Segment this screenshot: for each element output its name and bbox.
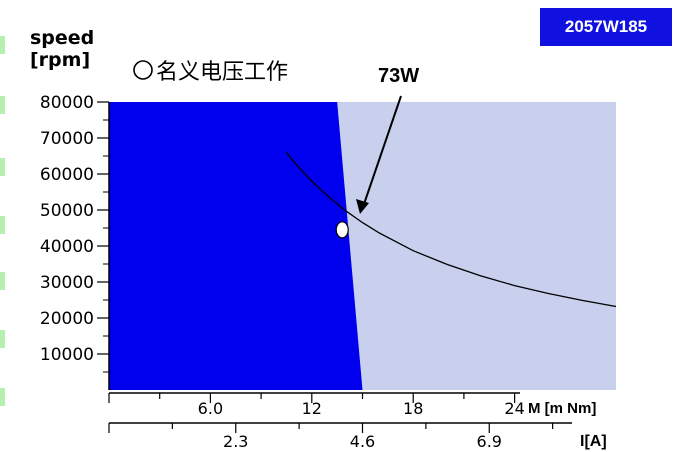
y-tick-label: 50000 xyxy=(40,201,94,221)
current-axis-label: I[A] xyxy=(580,433,607,450)
side-marker xyxy=(0,330,5,348)
y-axis-label-line1: speed xyxy=(30,27,94,49)
current-tick-label: 2.3 xyxy=(223,432,248,451)
y-tick-label: 20000 xyxy=(40,309,94,329)
power-annotation-label: 73W xyxy=(378,65,419,87)
side-marker xyxy=(0,388,5,406)
side-marker xyxy=(0,158,5,176)
y-tick-label: 10000 xyxy=(40,345,94,365)
power-annotation-arrow xyxy=(362,95,402,208)
side-marker xyxy=(0,96,5,114)
y-axis-label-line2: [rpm] xyxy=(30,49,90,71)
arrow-head-icon xyxy=(356,199,369,214)
operating-point-marker xyxy=(335,221,349,239)
axes-group: 10000 20000 30000 40000 50000 60000 70000 80000… xyxy=(40,93,607,451)
torque-tick-label: 18 xyxy=(403,399,423,418)
y-tick-label: 60000 xyxy=(40,165,94,185)
y-tick-label: 80000 xyxy=(40,93,94,113)
side-marker xyxy=(0,36,5,54)
legend-operating-label: 名义电压工作 xyxy=(156,60,288,85)
model-badge: 2057W185 xyxy=(540,8,672,46)
operating-regions xyxy=(109,102,363,390)
y-tick-label: 40000 xyxy=(40,237,94,257)
power-curve-line xyxy=(285,151,617,308)
torque-tick-label: 6.0 xyxy=(198,399,223,418)
torque-axis-label: M [m Nm] xyxy=(528,400,596,417)
legend-circle-icon xyxy=(133,60,153,80)
torque-tick-label: 24 xyxy=(504,399,524,418)
y-tick-label: 70000 xyxy=(40,129,94,149)
y-tick-label: 30000 xyxy=(40,273,94,293)
continuous-operation-region xyxy=(109,102,363,390)
side-marker xyxy=(0,216,5,234)
current-tick-label: 6.9 xyxy=(477,432,502,451)
current-tick-label: 4.6 xyxy=(350,432,375,451)
torque-tick-label: 12 xyxy=(302,399,322,418)
power-curve-group xyxy=(285,151,617,308)
side-marker xyxy=(0,272,5,290)
